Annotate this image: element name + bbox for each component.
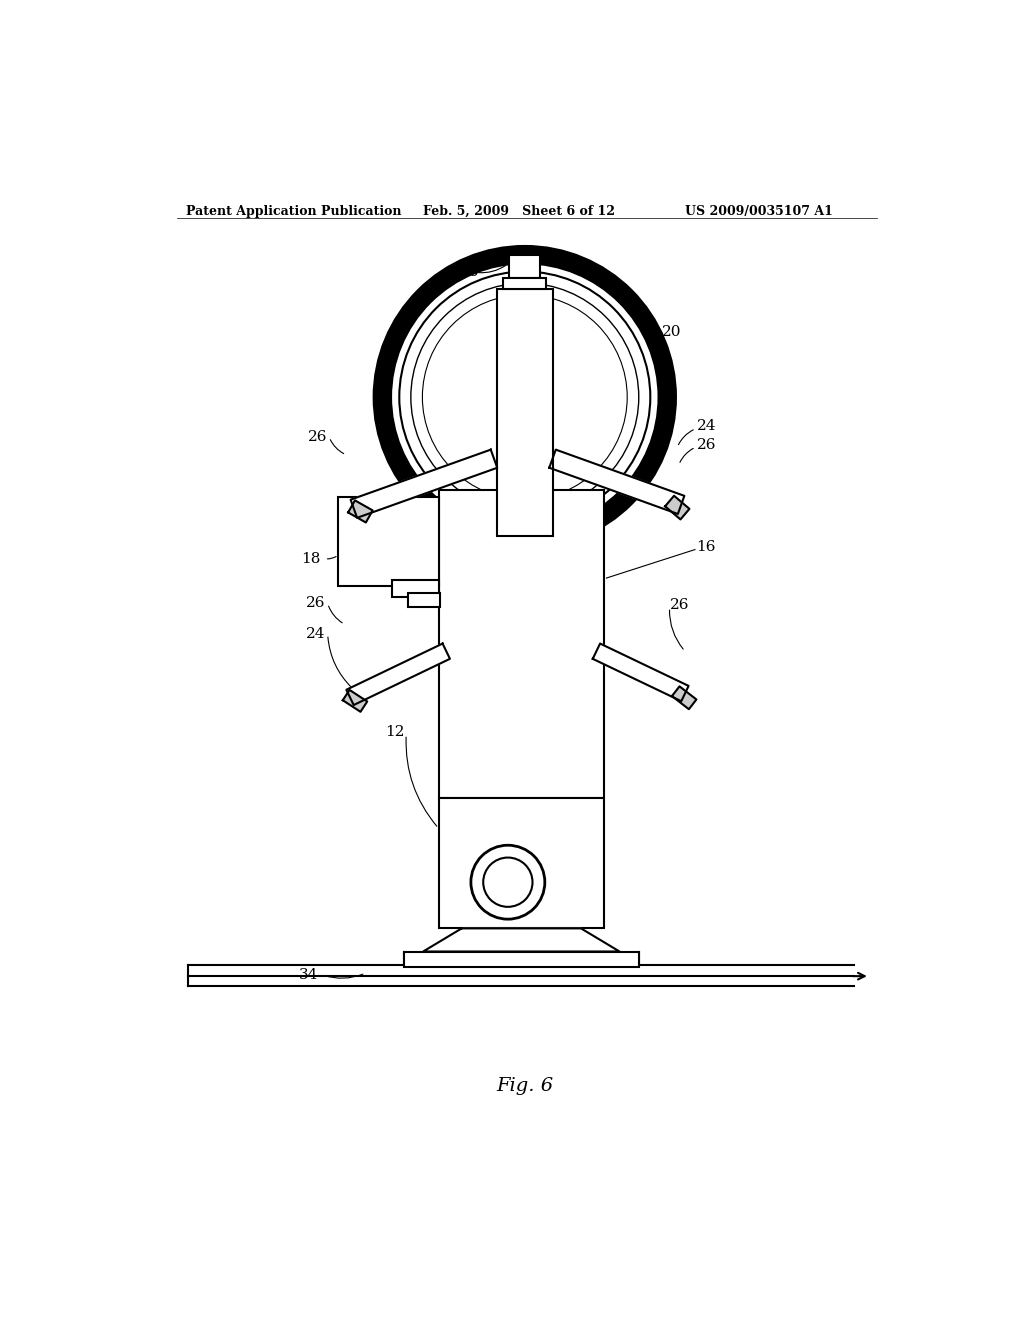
Polygon shape (343, 690, 368, 711)
Text: 26: 26 (670, 598, 689, 612)
Bar (503, 277, 547, 289)
Text: 12: 12 (385, 725, 404, 739)
Text: 20: 20 (662, 325, 681, 339)
Text: 26: 26 (460, 265, 479, 280)
Polygon shape (346, 644, 450, 705)
Text: 34: 34 (298, 968, 317, 982)
Text: Fig. 6: Fig. 6 (497, 1077, 553, 1096)
Bar (438, 490, 604, 797)
Text: 24: 24 (306, 627, 326, 642)
Polygon shape (665, 496, 689, 520)
Bar (392, 581, 438, 598)
Polygon shape (423, 928, 620, 952)
Polygon shape (350, 450, 498, 517)
Bar (497, 289, 553, 536)
Text: 14: 14 (553, 706, 572, 719)
Text: 26: 26 (306, 597, 326, 610)
Bar (509, 255, 541, 277)
Bar (403, 952, 639, 966)
Circle shape (411, 284, 639, 511)
Circle shape (399, 272, 650, 523)
Text: 16: 16 (696, 540, 716, 554)
Text: US 2009/0035107 A1: US 2009/0035107 A1 (685, 205, 833, 218)
Text: 24: 24 (696, 420, 716, 433)
Text: 26: 26 (307, 430, 327, 444)
Text: Patent Application Publication: Patent Application Publication (186, 205, 401, 218)
Text: 18: 18 (301, 552, 321, 566)
Circle shape (500, 372, 550, 422)
Text: 10: 10 (493, 954, 512, 968)
Bar (438, 797, 604, 928)
Circle shape (511, 383, 539, 411)
Polygon shape (348, 500, 373, 523)
Text: 26: 26 (696, 438, 716, 451)
Polygon shape (593, 644, 688, 701)
Bar (339, 498, 438, 586)
Bar (408, 594, 440, 607)
Text: Feb. 5, 2009   Sheet 6 of 12: Feb. 5, 2009 Sheet 6 of 12 (423, 205, 615, 218)
Circle shape (382, 255, 668, 540)
Polygon shape (549, 450, 684, 513)
Polygon shape (672, 686, 696, 709)
Circle shape (422, 294, 628, 499)
Circle shape (483, 858, 532, 907)
Circle shape (471, 845, 545, 919)
